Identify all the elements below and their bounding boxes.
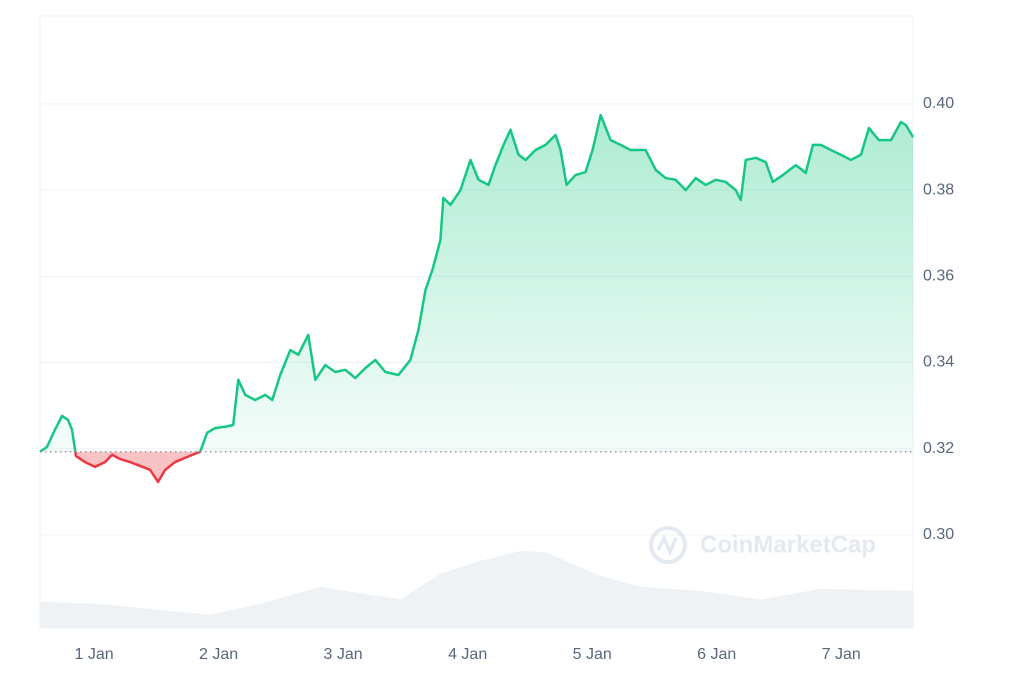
y-tick-label: 0.38 [923, 181, 954, 198]
x-tick-label: 1 Jan [74, 646, 113, 663]
price-line-below [39, 451, 202, 484]
y-tick-label: 0.32 [923, 440, 954, 457]
watermark: CoinMarketCap [649, 526, 876, 564]
area-below [40, 451, 913, 482]
volume-area [40, 550, 913, 628]
x-tick-label: 2 Jan [199, 646, 238, 663]
y-tick-label: 0.34 [923, 354, 954, 371]
y-tick-label: 0.36 [923, 268, 954, 285]
x-tick-label: 5 Jan [573, 646, 612, 663]
x-tick-label: 3 Jan [324, 646, 363, 663]
watermark-text: CoinMarketCap [700, 531, 876, 558]
area-above [40, 115, 913, 452]
y-tick-label: 0.40 [923, 95, 954, 112]
x-tick-label: 4 Jan [448, 646, 487, 663]
x-tick-label: 6 Jan [697, 646, 736, 663]
price-line-above [39, 113, 915, 452]
x-tick-label: 7 Jan [822, 646, 861, 663]
y-tick-label: 0.30 [923, 526, 954, 543]
